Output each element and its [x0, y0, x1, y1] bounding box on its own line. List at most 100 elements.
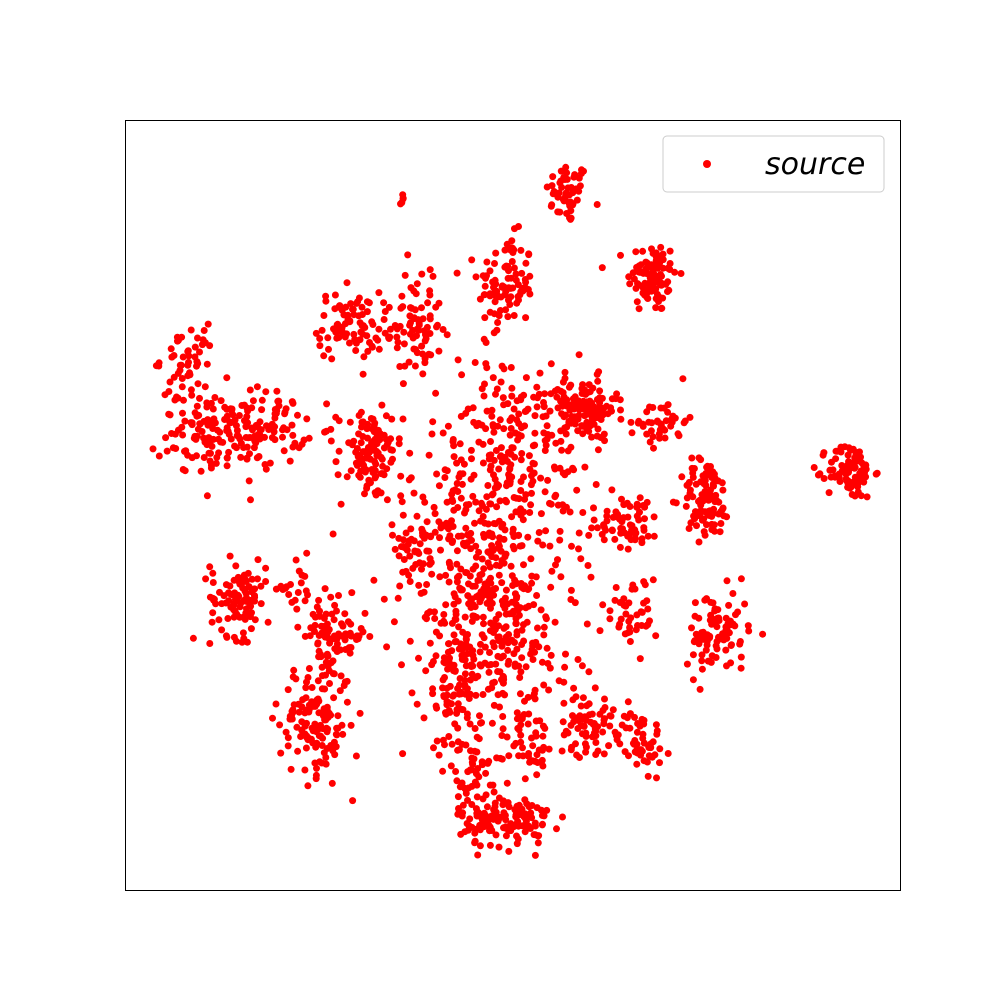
scatter-point	[378, 401, 386, 409]
legend-marker-source	[703, 160, 711, 168]
scatter-point	[326, 639, 334, 647]
scatter-point	[418, 270, 426, 278]
scatter-point	[465, 501, 473, 508]
scatter-point	[266, 459, 274, 467]
scatter-point	[513, 832, 520, 840]
scatter-point	[473, 748, 481, 756]
scatter-point	[810, 464, 818, 471]
scatter-point	[315, 647, 323, 655]
scatter-point	[247, 496, 254, 504]
scatter-point	[437, 521, 445, 529]
scatter-point	[356, 336, 364, 344]
scatter-point	[560, 731, 568, 739]
scatter-point	[533, 592, 541, 599]
scatter-point	[484, 482, 492, 489]
scatter-point	[292, 556, 300, 564]
scatter-point	[155, 359, 163, 367]
scatter-point	[515, 726, 523, 734]
scatter-point	[653, 774, 660, 782]
scatter-point	[508, 384, 516, 392]
scatter-point	[430, 744, 437, 752]
scatter-point	[722, 646, 730, 654]
scatter-point	[547, 390, 555, 398]
scatter-point	[413, 512, 421, 520]
scatter-point	[506, 431, 514, 439]
scatter-point	[614, 731, 622, 739]
scatter-point	[477, 662, 485, 670]
scatter-point	[522, 314, 530, 322]
scatter-point	[361, 609, 369, 617]
scatter-point	[307, 735, 315, 743]
scatter-point	[492, 660, 500, 668]
scatter-point	[693, 522, 700, 530]
scatter-point	[636, 655, 644, 663]
scatter-point	[448, 496, 456, 504]
scatter-point	[179, 409, 186, 417]
scatter-point	[395, 435, 403, 443]
scatter-point	[484, 559, 492, 567]
scatter-point	[625, 599, 633, 607]
scatter-point	[211, 394, 219, 401]
scatter-point	[309, 702, 317, 710]
scatter-point	[485, 668, 493, 676]
scatter-point	[232, 562, 240, 570]
scatter-point	[421, 498, 429, 506]
scatter-point	[149, 445, 157, 453]
scatter-point	[364, 450, 371, 458]
scatter-point	[650, 532, 658, 540]
scatter-point	[373, 452, 381, 459]
scatter-point	[482, 812, 490, 820]
scatter-point	[312, 329, 320, 337]
scatter-point	[294, 411, 301, 419]
scatter-point	[339, 730, 347, 738]
scatter-point	[469, 612, 477, 620]
scatter-point	[243, 638, 251, 646]
scatter-point	[536, 369, 544, 377]
scatter-point	[563, 175, 571, 183]
scatter-point	[627, 614, 635, 622]
scatter-point	[570, 684, 578, 692]
scatter-point	[315, 653, 323, 661]
scatter-point	[225, 448, 233, 456]
scatter-point	[233, 427, 241, 434]
scatter-point	[295, 700, 302, 708]
scatter-point	[507, 364, 515, 371]
scatter-point	[596, 387, 604, 395]
scatter-point	[554, 386, 562, 393]
scatter-point	[245, 583, 253, 591]
scatter-point	[626, 638, 634, 645]
scatter-point	[457, 705, 465, 713]
scatter-point	[483, 407, 491, 415]
scatter-point	[539, 762, 547, 770]
scatter-point	[301, 597, 309, 605]
scatter-point	[608, 486, 616, 494]
scatter-point	[202, 575, 210, 583]
scatter-point	[297, 733, 305, 740]
scatter-point	[493, 503, 501, 511]
scatter-point	[175, 426, 182, 434]
scatter-point	[397, 472, 405, 480]
scatter-point	[520, 637, 528, 645]
scatter-point	[523, 618, 531, 626]
scatter-point	[630, 739, 638, 747]
scatter-point	[493, 385, 501, 393]
scatter-point	[339, 622, 347, 630]
scatter-point	[429, 690, 437, 698]
scatter-point	[635, 516, 643, 524]
scatter-point	[534, 537, 542, 545]
scatter-point	[526, 509, 534, 516]
scatter-point	[425, 451, 433, 459]
scatter-point	[592, 739, 600, 746]
scatter-point	[321, 625, 329, 633]
scatter-point	[510, 312, 518, 319]
scatter-point	[562, 192, 570, 200]
scatter-point	[433, 704, 441, 712]
scatter-point	[562, 163, 570, 171]
scatter-point	[413, 332, 420, 340]
scatter-point	[218, 626, 226, 634]
scatter-point	[351, 335, 359, 343]
scatter-point	[552, 491, 560, 499]
scatter-point	[844, 451, 852, 459]
scatter-point	[243, 596, 251, 604]
scatter-point	[494, 652, 502, 660]
